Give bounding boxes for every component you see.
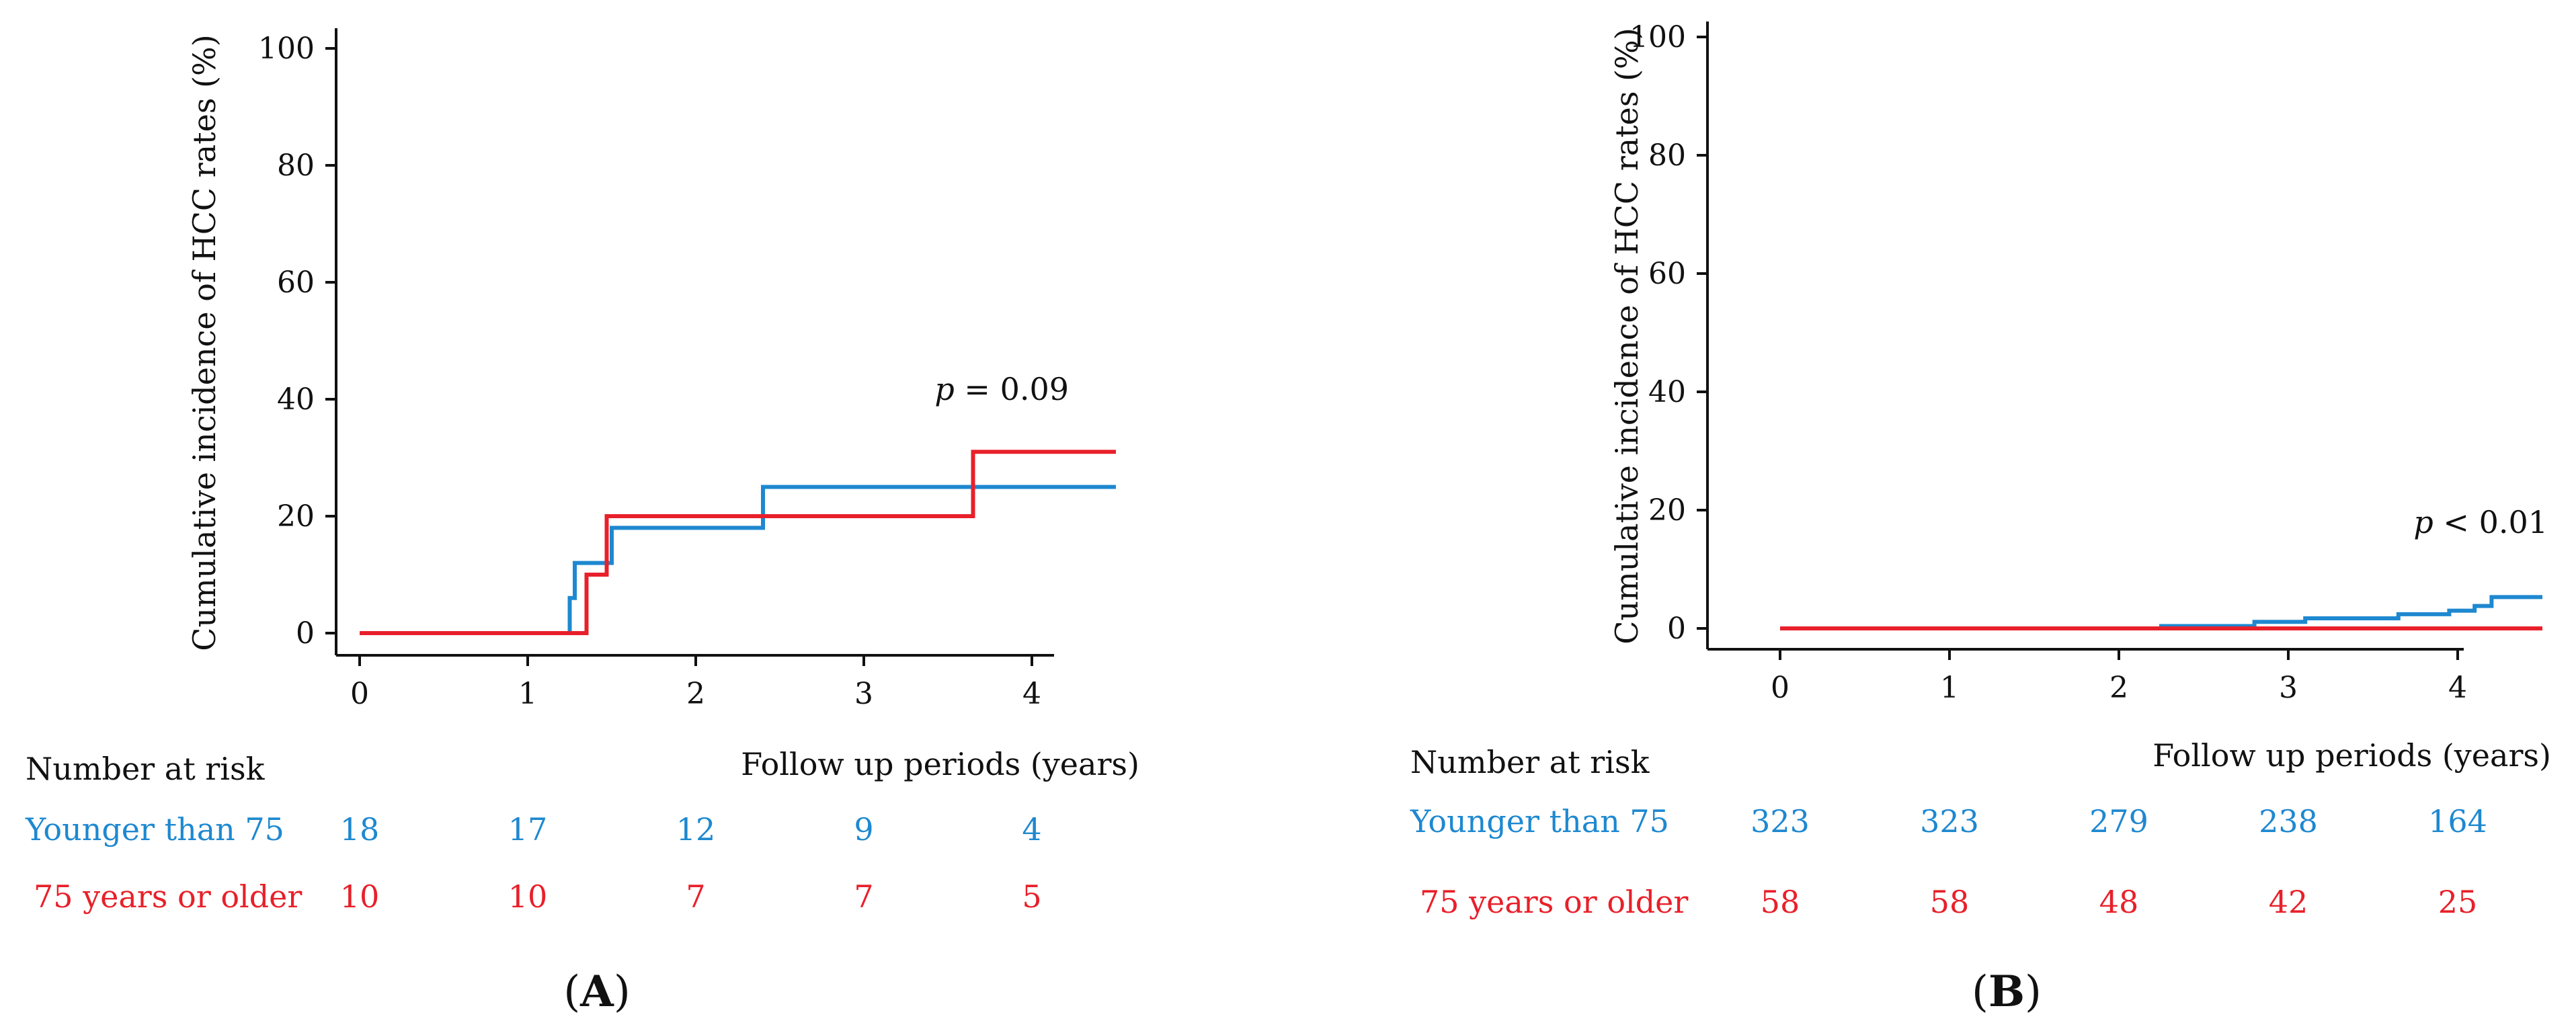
risk-value: 10 xyxy=(340,878,380,915)
risk-row-label: Younger than 75 xyxy=(25,811,284,848)
y-tick-label: 100 xyxy=(258,32,315,66)
y-axis-label: Cumulative incidence of HCC rates (%) xyxy=(186,34,223,651)
series-line-younger xyxy=(1780,595,2542,630)
risk-value: 58 xyxy=(1930,884,1970,920)
y-tick-label: 80 xyxy=(277,149,315,183)
risk-value: 279 xyxy=(2089,803,2148,839)
y-tick-label: 20 xyxy=(277,499,315,534)
panel-label: (A) xyxy=(563,966,631,1017)
risk-value: 5 xyxy=(1022,878,1041,915)
x-tick-label: 1 xyxy=(518,677,537,711)
y-axis-label: Cumulative incidence of HCC rates (%) xyxy=(1609,28,1645,644)
risk-value: 323 xyxy=(1920,803,1979,839)
x-tick-label: 4 xyxy=(2448,671,2467,705)
risk-value: 12 xyxy=(676,811,716,848)
p-value-annotation: p < 0.01 xyxy=(2413,504,2548,540)
y-tick-label: 40 xyxy=(1648,375,1686,409)
x-tick-label: 0 xyxy=(350,677,369,711)
x-axis-label: Follow up periods (years) xyxy=(741,746,1139,782)
x-tick-label: 3 xyxy=(2279,671,2298,705)
x-tick-label: 4 xyxy=(1022,677,1041,711)
risk-value: 164 xyxy=(2428,803,2487,839)
risk-value: 238 xyxy=(2259,803,2318,839)
series-line-older xyxy=(360,450,1116,635)
y-tick-label: 40 xyxy=(277,382,315,417)
x-tick-label: 2 xyxy=(2109,671,2128,705)
risk-value: 9 xyxy=(854,811,873,848)
y-tick-label: 60 xyxy=(277,265,315,300)
risk-value: 18 xyxy=(340,811,380,848)
y-tick-label: 0 xyxy=(296,616,315,651)
x-tick-label: 3 xyxy=(854,677,873,711)
risk-value: 58 xyxy=(1761,884,1800,920)
x-axis-label: Follow up periods (years) xyxy=(2152,737,2551,774)
risk-value: 17 xyxy=(508,811,548,848)
risk-value: 323 xyxy=(1750,803,1810,839)
risk-value: 25 xyxy=(2438,884,2478,920)
panel-label: (B) xyxy=(1972,966,2042,1017)
risk-table-title: Number at risk xyxy=(26,751,266,787)
risk-value: 4 xyxy=(1022,811,1041,848)
risk-value: 7 xyxy=(686,878,705,915)
p-value-annotation: p = 0.09 xyxy=(934,371,1069,407)
x-tick-label: 0 xyxy=(1771,671,1789,705)
risk-value: 48 xyxy=(2099,884,2139,920)
risk-value: 7 xyxy=(854,878,873,915)
risk-table-title: Number at risk xyxy=(1410,744,1650,780)
y-tick-label: 60 xyxy=(1648,257,1686,291)
risk-value: 42 xyxy=(2269,884,2308,920)
y-tick-label: 80 xyxy=(1648,138,1686,173)
series-line-younger xyxy=(360,485,1116,635)
chart-panel-b: 0 20 40 60 80 100 0 1 2 3 4 Cumulative incidence of… xyxy=(1410,20,2551,1017)
risk-row-label: 75 years or older xyxy=(1420,884,1688,920)
y-tick-label: 0 xyxy=(1667,612,1686,646)
y-tick-label: 20 xyxy=(1648,493,1686,528)
x-tick-label: 2 xyxy=(686,677,705,711)
y-tick-label: 100 xyxy=(1629,20,1686,54)
risk-row-label: 75 years or older xyxy=(34,878,302,915)
x-tick-label: 1 xyxy=(1940,671,1959,705)
risk-row-label: Younger than 75 xyxy=(1410,803,1669,839)
risk-value: 10 xyxy=(508,878,548,915)
